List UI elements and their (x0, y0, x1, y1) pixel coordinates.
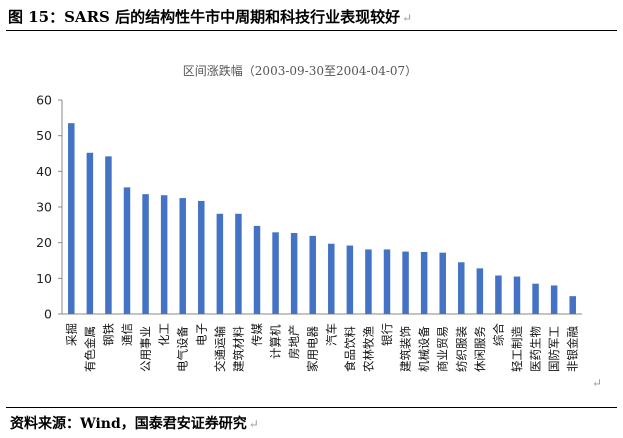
x-tick-label: 休闲服务 (473, 326, 487, 372)
x-tick-label: 非银金融 (566, 326, 580, 372)
bar (290, 233, 298, 314)
bar (550, 285, 558, 314)
bar (235, 213, 242, 314)
x-tick-label: 房地产 (287, 325, 301, 360)
x-tick-label: 商业贸易 (436, 326, 450, 372)
x-tick-label: 通信 (120, 323, 134, 346)
bar (420, 251, 428, 314)
x-tick-label: 机械设备 (417, 326, 431, 372)
y-tick-label: 30 (36, 200, 52, 215)
bottom-rule (6, 407, 617, 408)
x-tick-label: 家用电器 (306, 326, 320, 372)
x-tick-label: 建筑材料 (231, 326, 245, 372)
y-tick-label: 10 (36, 271, 52, 286)
source-text: 资料来源：Wind，国泰君安证券研究 (10, 416, 247, 432)
x-tick-label: 公用事业 (139, 326, 153, 372)
x-tick-label: 汽车 (324, 323, 338, 346)
top-rule (6, 30, 617, 31)
x-tick-label: 轻工制造 (510, 326, 524, 372)
x-tick-label: 建筑装饰 (399, 326, 413, 372)
bar (86, 152, 94, 314)
bar (365, 249, 372, 314)
bar (513, 276, 521, 314)
x-tick-label: 银行 (380, 323, 394, 346)
y-tick-label: 0 (44, 307, 52, 322)
figure-title: 图 15：SARS 后的结构性牛市中周期和科技行业表现较好 ↵ (8, 6, 608, 27)
x-tick-label: 纺织服装 (454, 326, 468, 372)
x-tick-label: 钢铁 (101, 323, 115, 346)
bar (346, 245, 354, 314)
y-tick-label: 40 (36, 164, 52, 179)
x-tick-label: 电气设备 (176, 326, 190, 372)
x-tick-label: 有色金属 (83, 326, 97, 372)
chart-title: 区间涨跌幅（2003-09-30至2004-04-07） (183, 63, 417, 78)
bar (495, 275, 502, 314)
x-labels-layer: 采掘 有色金属 钢铁 通信 公用事业 化工 电气设备 电子 交通运输 建筑材料 传媒 计算机 房地产 家用… (64, 323, 579, 372)
y-tick-label: 50 (36, 128, 52, 143)
bar (272, 232, 279, 314)
x-tick-label: 综合 (491, 323, 505, 346)
paragraph-mark-icon: ↵ (592, 376, 603, 390)
bar (476, 268, 484, 314)
paragraph-mark-icon: ↵ (248, 417, 259, 431)
x-tick-label: 医药生物 (529, 326, 543, 372)
bar (179, 198, 186, 314)
figure-title-text: 图 15：SARS 后的结构性牛市中周期和科技行业表现较好 (8, 8, 401, 26)
bar (105, 156, 112, 314)
bar (458, 262, 465, 314)
bar (402, 251, 409, 314)
bar (198, 200, 205, 314)
bar (123, 187, 131, 314)
bar (142, 194, 149, 314)
bar (383, 249, 391, 314)
x-tick-label: 交通运输 (213, 326, 227, 372)
x-tick-label: 电子 (194, 323, 208, 346)
source-note: 资料来源：Wind，国泰君安证券研究 ↵ (10, 413, 259, 433)
x-tick-label: 食品饮料 (343, 326, 357, 372)
x-tick-label: 采掘 (64, 323, 78, 346)
x-tick-label: 国防军工 (547, 326, 561, 372)
bar (68, 123, 75, 314)
bar (160, 195, 168, 314)
bar (439, 252, 446, 314)
bar (328, 243, 335, 314)
bar (569, 296, 576, 314)
bar (253, 225, 261, 314)
y-tick-label: 20 (36, 235, 52, 250)
bars-layer (68, 123, 576, 314)
x-tick-label: 化工 (157, 323, 171, 346)
bar (532, 283, 539, 314)
bar (309, 235, 316, 314)
x-tick-label: 计算机 (269, 324, 283, 359)
x-tick-label: 农林牧渔 (361, 326, 375, 372)
x-tick-label: 传媒 (250, 323, 264, 346)
bar (216, 213, 224, 314)
y-tick-label: 60 (36, 93, 52, 108)
paragraph-mark-icon: ↵ (402, 11, 413, 25)
